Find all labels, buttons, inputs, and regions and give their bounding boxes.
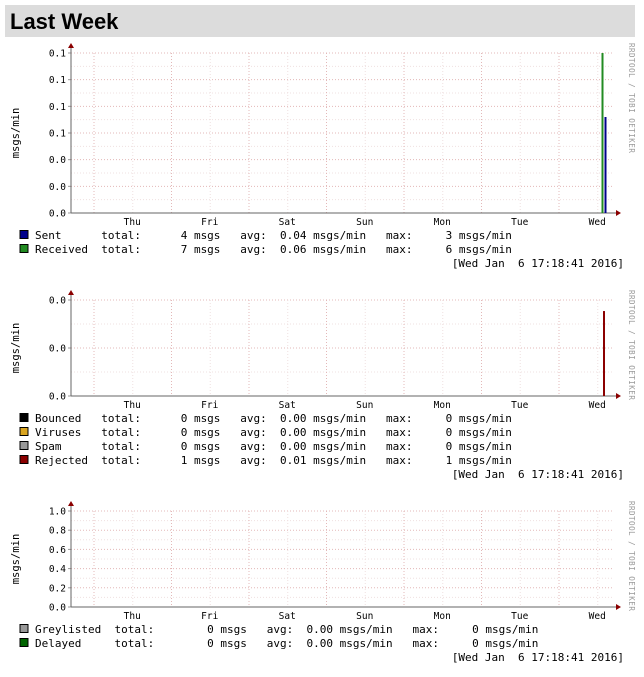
x-tick-label: Thu	[124, 611, 141, 622]
x-tick-label: Wed	[589, 400, 606, 411]
x-tick-label: Mon	[434, 611, 451, 622]
x-tick-label: Sat	[279, 400, 296, 411]
legend-row-sent: Sent total: 4 msgs avg: 0.04 msgs/min ma…	[35, 229, 512, 242]
y-tick-label: 1.0	[49, 507, 66, 518]
y-tick-label: 0.6	[49, 545, 66, 556]
x-tick-label: Tue	[511, 217, 528, 228]
graph-timestamp: [Wed Jan 6 17:18:41 2016]	[452, 468, 624, 481]
graph-timestamp: [Wed Jan 6 17:18:41 2016]	[452, 651, 624, 664]
x-tick-label: Thu	[124, 217, 141, 228]
graph-greylisted-delayed: 0.0 0.2 0.4 0.6 0.8 1.0 Thu Fri Sat Sun Mon Tue Wed m…	[10, 501, 636, 664]
bar-rejected	[603, 311, 605, 396]
y-tick-label: 0.2	[49, 583, 66, 594]
x-axis-arrow	[616, 393, 621, 399]
y-axis-label: msgs/min	[10, 534, 22, 585]
legend-swatch-sent	[19, 230, 29, 239]
y-tick-label: 0.4	[49, 564, 66, 575]
legend-swatch-received	[19, 244, 29, 253]
x-tick-label: Sat	[279, 611, 296, 622]
legend-row-rejected: Rejected total: 1 msgs avg: 0.01 msgs/mi…	[35, 454, 512, 467]
x-tick-label: Mon	[434, 217, 451, 228]
graph-bounced-rejected: 0.0 0.0 0.0 Thu Fri Sat Sun Mon Tue Wed msgs/min RR…	[10, 290, 636, 481]
legend-row-delayed: Delayed total: 0 msgs avg: 0.00 msgs/min…	[35, 637, 538, 650]
watermark: RRDTOOL / TOBI OETIKER	[627, 501, 636, 611]
page-header: Last Week	[5, 5, 635, 37]
legend-swatch-spam	[19, 441, 29, 450]
x-axis-arrow	[616, 604, 621, 610]
legend-row-spam: Spam total: 0 msgs avg: 0.00 msgs/min ma…	[35, 440, 512, 453]
graph-sent-received: 0.0 0.0 0.0 0.1 0.1 0.1 0.1 Thu Fri Sat Sun Mon Tue W…	[10, 43, 636, 270]
y-axis-label: msgs/min	[10, 108, 22, 159]
legend-swatch-greylisted	[19, 624, 29, 633]
x-tick-label: Wed	[589, 611, 606, 622]
y-axis-label: msgs/min	[10, 323, 22, 374]
y-tick-label: 0.0	[49, 209, 66, 220]
x-axis-arrow	[616, 210, 621, 216]
y-tick-label: 0.0	[49, 344, 66, 355]
x-tick-label: Sun	[356, 400, 373, 411]
watermark: RRDTOOL / TOBI OETIKER	[627, 43, 636, 153]
y-axis-arrow	[68, 290, 74, 295]
y-tick-label: 0.0	[49, 296, 66, 307]
y-tick-label: 0.0	[49, 603, 66, 614]
legend-row-received: Received total: 7 msgs avg: 0.06 msgs/mi…	[35, 243, 512, 256]
y-tick-label: 0.8	[49, 526, 66, 537]
legend-swatch-delayed	[19, 638, 29, 647]
x-tick-label: Fri	[201, 217, 218, 228]
x-tick-label: Sun	[356, 611, 373, 622]
x-tick-label: Wed	[589, 217, 606, 228]
y-tick-label: 0.1	[49, 129, 66, 140]
y-tick-label: 0.0	[49, 392, 66, 403]
x-tick-label: Sun	[356, 217, 373, 228]
x-tick-label: Sat	[279, 217, 296, 228]
y-tick-label: 0.0	[49, 155, 66, 166]
bar-received	[601, 53, 604, 213]
watermark: RRDTOOL / TOBI OETIKER	[627, 290, 636, 400]
legend-swatch-viruses	[19, 427, 29, 436]
y-axis-arrow	[68, 43, 74, 48]
legend-row-bounced: Bounced total: 0 msgs avg: 0.00 msgs/min…	[35, 412, 512, 425]
y-tick-label: 0.1	[49, 49, 66, 60]
bar-sent	[604, 117, 607, 213]
legend-row-viruses: Viruses total: 0 msgs avg: 0.00 msgs/min…	[35, 426, 512, 439]
x-tick-label: Fri	[201, 400, 218, 411]
legend-swatch-rejected	[19, 455, 29, 464]
legend-row-greylisted: Greylisted total: 0 msgs avg: 0.00 msgs/…	[35, 623, 538, 636]
x-tick-label: Fri	[201, 611, 218, 622]
y-tick-label: 0.1	[49, 75, 66, 86]
x-tick-label: Tue	[511, 400, 528, 411]
x-tick-label: Mon	[434, 400, 451, 411]
legend-swatch-bounced	[19, 413, 29, 422]
page-title: Last Week	[10, 9, 119, 34]
y-axis-arrow	[68, 501, 74, 506]
y-tick-label: 0.1	[49, 102, 66, 113]
y-tick-label: 0.0	[49, 182, 66, 193]
x-tick-label: Tue	[511, 611, 528, 622]
graph-timestamp: [Wed Jan 6 17:18:41 2016]	[452, 257, 624, 270]
x-tick-label: Thu	[124, 400, 141, 411]
